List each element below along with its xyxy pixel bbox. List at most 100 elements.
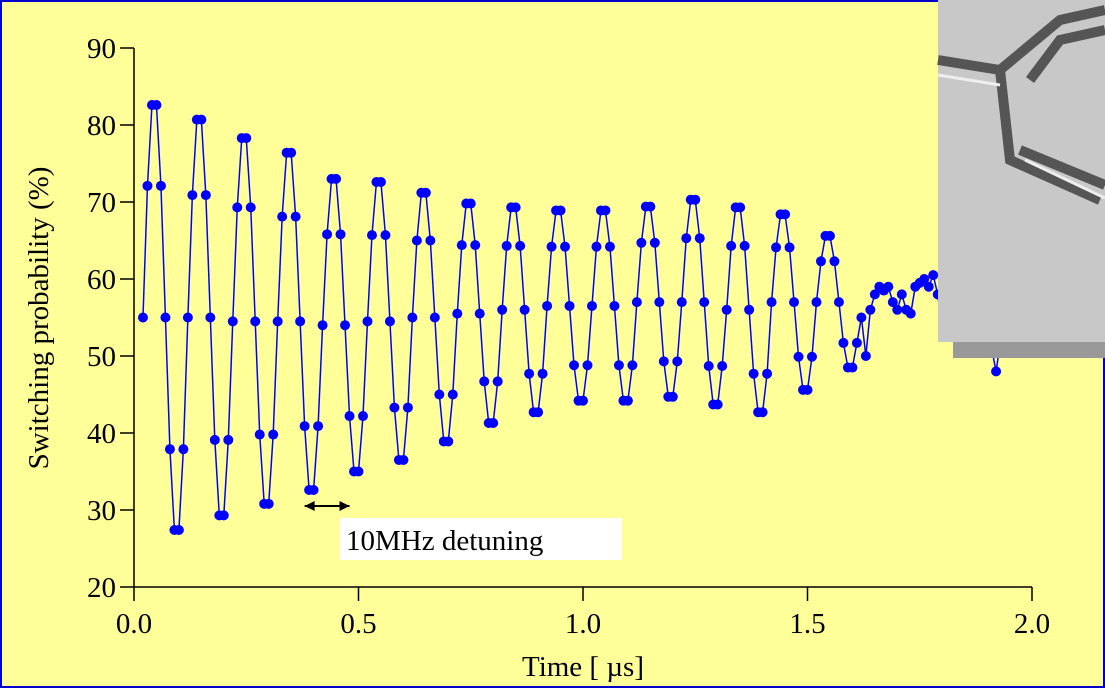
data-point (560, 241, 571, 252)
data-point (398, 454, 409, 465)
data-point (313, 421, 324, 432)
data-point (649, 237, 660, 248)
data-point (277, 211, 288, 222)
data-point (510, 202, 521, 213)
data-point (488, 417, 499, 428)
data-point (838, 337, 849, 348)
data-point (546, 241, 557, 252)
data-point (492, 376, 503, 387)
data-point (290, 211, 301, 222)
data-point (353, 466, 364, 477)
data-point (533, 407, 544, 418)
data-point (892, 304, 903, 315)
data-point (923, 281, 934, 292)
data-point (784, 242, 795, 253)
data-point (636, 237, 647, 248)
data-point (578, 395, 588, 406)
data-point (721, 304, 732, 315)
data-point (586, 300, 597, 311)
data-point (286, 147, 297, 158)
data-point (744, 304, 755, 315)
y-tick-label: 80 (87, 110, 116, 142)
data-point (582, 360, 593, 371)
data-point (928, 270, 939, 281)
data-point (604, 241, 615, 252)
data-point (209, 434, 220, 445)
data-point (811, 297, 822, 308)
data-point (362, 316, 373, 327)
data-point (380, 230, 391, 241)
data-point (200, 190, 211, 201)
data-point (681, 233, 692, 244)
data-point (771, 242, 782, 253)
data-point (851, 337, 862, 348)
data-point (860, 351, 871, 361)
x-tick-label: 0.5 (340, 608, 376, 640)
arrow-head (304, 501, 350, 511)
data-point (366, 230, 377, 241)
data-point (160, 312, 171, 323)
data-point (187, 190, 198, 201)
data-point (218, 510, 229, 521)
data-point (896, 289, 907, 300)
data-point (402, 402, 413, 413)
data-point (331, 173, 342, 184)
data-point (829, 256, 840, 267)
data-point (447, 389, 458, 400)
data-point (555, 205, 566, 216)
data-point (357, 411, 368, 422)
data-point (375, 176, 386, 187)
data-point (411, 235, 422, 246)
data-point (205, 312, 216, 323)
data-point (591, 241, 602, 252)
data-point (137, 312, 148, 323)
data-point (690, 194, 701, 205)
y-tick-label: 20 (87, 572, 116, 604)
data-point (223, 434, 234, 445)
data-point (748, 368, 759, 379)
x-axis-label: Time [ µs] (522, 651, 644, 683)
y-tick-label: 50 (87, 341, 116, 373)
data-point (425, 235, 436, 246)
data-point (501, 240, 512, 251)
data-point (515, 240, 526, 251)
data-point (227, 316, 238, 327)
data-point (465, 198, 476, 209)
data-point (824, 230, 835, 241)
data-point (717, 361, 728, 372)
data-point (474, 308, 485, 319)
data-point (295, 316, 306, 327)
data-point (676, 297, 687, 308)
data-point (155, 180, 166, 191)
data-point (164, 444, 175, 455)
x-tick-label: 2.0 (1014, 608, 1050, 640)
data-point (609, 300, 620, 311)
data-point (991, 366, 1002, 377)
data-point (600, 205, 611, 216)
data-point (667, 391, 678, 402)
data-point (537, 368, 548, 379)
annotation-box (340, 518, 622, 560)
data-point (739, 240, 750, 251)
data-point (622, 395, 633, 406)
data-point (712, 399, 723, 410)
data-point (703, 361, 714, 372)
data-point (806, 351, 817, 362)
data-point (883, 281, 894, 292)
data-point (564, 300, 575, 311)
data-point (272, 316, 283, 327)
data-point (762, 368, 773, 379)
data-point (524, 368, 535, 379)
x-tick-label: 1.0 (565, 608, 601, 640)
data-point (735, 202, 746, 213)
data-point (250, 316, 261, 327)
data-point (613, 360, 624, 371)
data-point (173, 525, 184, 536)
data-point (789, 297, 800, 308)
data-point (268, 429, 279, 440)
data-point (479, 376, 490, 387)
y-tick-label: 30 (87, 495, 116, 527)
data-point (856, 312, 867, 323)
